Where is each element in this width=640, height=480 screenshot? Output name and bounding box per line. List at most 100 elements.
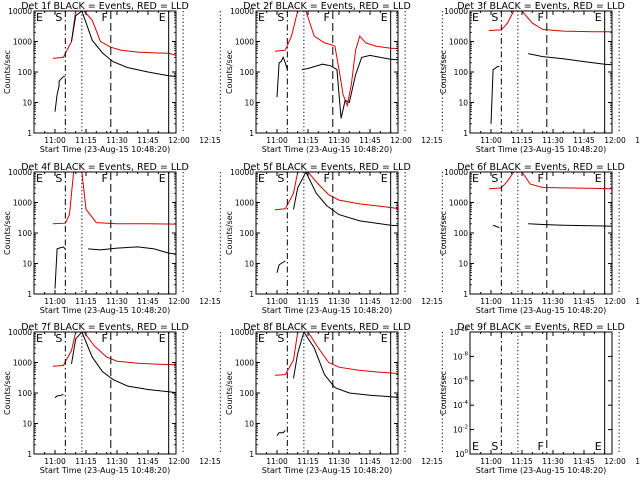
chart-title: Det 7f BLACK = Events, RED = LLD: [21, 322, 189, 333]
x-tick-label: 12:00: [168, 297, 190, 306]
lld-series-line: [52, 11, 176, 59]
y-tick-label: 1000: [449, 38, 468, 47]
y-tick-label: 100: [18, 389, 33, 398]
x-tick-label: 12:15: [199, 297, 221, 306]
x-tick-label: 11:30: [106, 297, 128, 306]
y-tick-label: 1: [27, 129, 32, 138]
x-axis-label: Start Time (23-Aug-15 10:48:20): [40, 306, 171, 315]
x-tick-label: 12:15: [421, 136, 443, 145]
events-series-line: [528, 223, 612, 227]
y-tick-label: 10-6: [453, 376, 469, 386]
y-axis-label: Counts/sec: [439, 371, 448, 415]
x-tick-label: 11:45: [573, 136, 595, 145]
x-tick-label: 11:30: [328, 457, 350, 466]
x-tick-label: 12:15: [199, 457, 221, 466]
lld-series-line: [274, 172, 398, 211]
x-tick-label: 12:00: [168, 457, 190, 466]
y-tick-label: 10: [22, 420, 32, 429]
x-tick-label: 11:15: [297, 297, 319, 306]
y-tick-label: 100: [18, 229, 33, 238]
y-tick-label: 10: [22, 99, 32, 108]
events-series-line: [490, 66, 500, 124]
marker-label-S: S: [277, 11, 284, 24]
x-tick-label: 11:45: [359, 457, 381, 466]
x-tick-label: 12:15: [635, 136, 640, 145]
marker-label-F: F: [323, 11, 329, 24]
plot-frame: [469, 331, 613, 455]
x-tick-label: 11:45: [359, 297, 381, 306]
lld-series-line: [274, 332, 398, 376]
chart-title: Det 9f BLACK = Events, RED = LLD: [457, 322, 625, 333]
marker-label-E: E: [258, 332, 265, 345]
y-tick-label: 10-8: [453, 351, 469, 361]
events-series-line: [276, 260, 286, 273]
marker-label-E: E: [595, 11, 602, 24]
events-series-line: [71, 11, 176, 77]
x-tick-label: 12:00: [390, 136, 412, 145]
x-tick-label: 12:15: [635, 297, 640, 306]
y-tick-label: 10: [244, 99, 254, 108]
events-series-line: [293, 332, 398, 398]
lld-series-line: [488, 172, 612, 190]
y-tick-label: 1: [249, 450, 254, 459]
plot-frame: [469, 171, 613, 295]
x-tick-label: 12:00: [390, 297, 412, 306]
marker-label-F: F: [537, 11, 543, 24]
marker-label-S: S: [491, 172, 498, 185]
x-tick-label: 11:45: [137, 297, 159, 306]
lld-series-line: [52, 332, 176, 367]
marker-label-E: E: [159, 332, 166, 345]
y-axis-label: Counts/sec: [3, 211, 12, 255]
marker-label-E: E: [36, 172, 43, 185]
y-tick-label: 1: [27, 450, 32, 459]
marker-label-E: E: [258, 172, 265, 185]
x-tick-label: 11:00: [480, 297, 502, 306]
y-tick-label: 10000: [444, 7, 468, 16]
y-tick-label: 1000: [13, 359, 32, 368]
x-tick-label: 12:00: [604, 457, 626, 466]
y-tick-label: 100: [240, 68, 255, 77]
y-axis-label: Counts/sec: [439, 211, 448, 255]
x-tick-label: 11:30: [542, 297, 564, 306]
y-tick-label: 10: [244, 420, 254, 429]
y-tick-label: 1000: [449, 199, 468, 208]
x-tick-label: 11:30: [106, 457, 128, 466]
y-tick-label: 1000: [235, 359, 254, 368]
x-tick-label: 11:45: [573, 457, 595, 466]
lld-series-line: [274, 11, 398, 108]
x-tick-label: 11:00: [480, 136, 502, 145]
y-tick-label: 10000: [230, 7, 254, 16]
marker-label-F: F: [101, 11, 107, 24]
events-series-line: [71, 332, 176, 394]
y-tick-label: 10-2: [453, 425, 468, 435]
marker-label-S: S: [277, 332, 284, 345]
x-tick-label: 11:45: [359, 136, 381, 145]
marker-label-S: S: [491, 440, 498, 453]
x-tick-label: 11:00: [266, 297, 288, 306]
marker-label-E: E: [381, 332, 388, 345]
x-axis-label: Start Time (23-Aug-15 10:48:20): [476, 145, 607, 154]
y-tick-label: 10000: [230, 328, 254, 337]
chart-title: Det 4f BLACK = Events, RED = LLD: [21, 162, 189, 173]
x-tick-label: 11:15: [75, 136, 97, 145]
marker-label-F: F: [537, 172, 543, 185]
marker-label-E: E: [36, 11, 43, 24]
x-tick-label: 11:15: [511, 457, 533, 466]
lld-series-line: [488, 11, 612, 33]
x-tick-label: 12:00: [168, 136, 190, 145]
y-tick-label: 1000: [235, 38, 254, 47]
x-tick-label: 11:00: [266, 136, 288, 145]
y-axis-label: Counts/sec: [225, 50, 234, 94]
y-axis-label: Counts/sec: [3, 371, 12, 415]
events-series-line: [88, 246, 176, 255]
marker-label-E: E: [472, 440, 479, 453]
y-tick-label: 10-4: [453, 400, 469, 410]
x-tick-label: 11:45: [137, 457, 159, 466]
y-tick-label: 10000: [444, 168, 468, 177]
